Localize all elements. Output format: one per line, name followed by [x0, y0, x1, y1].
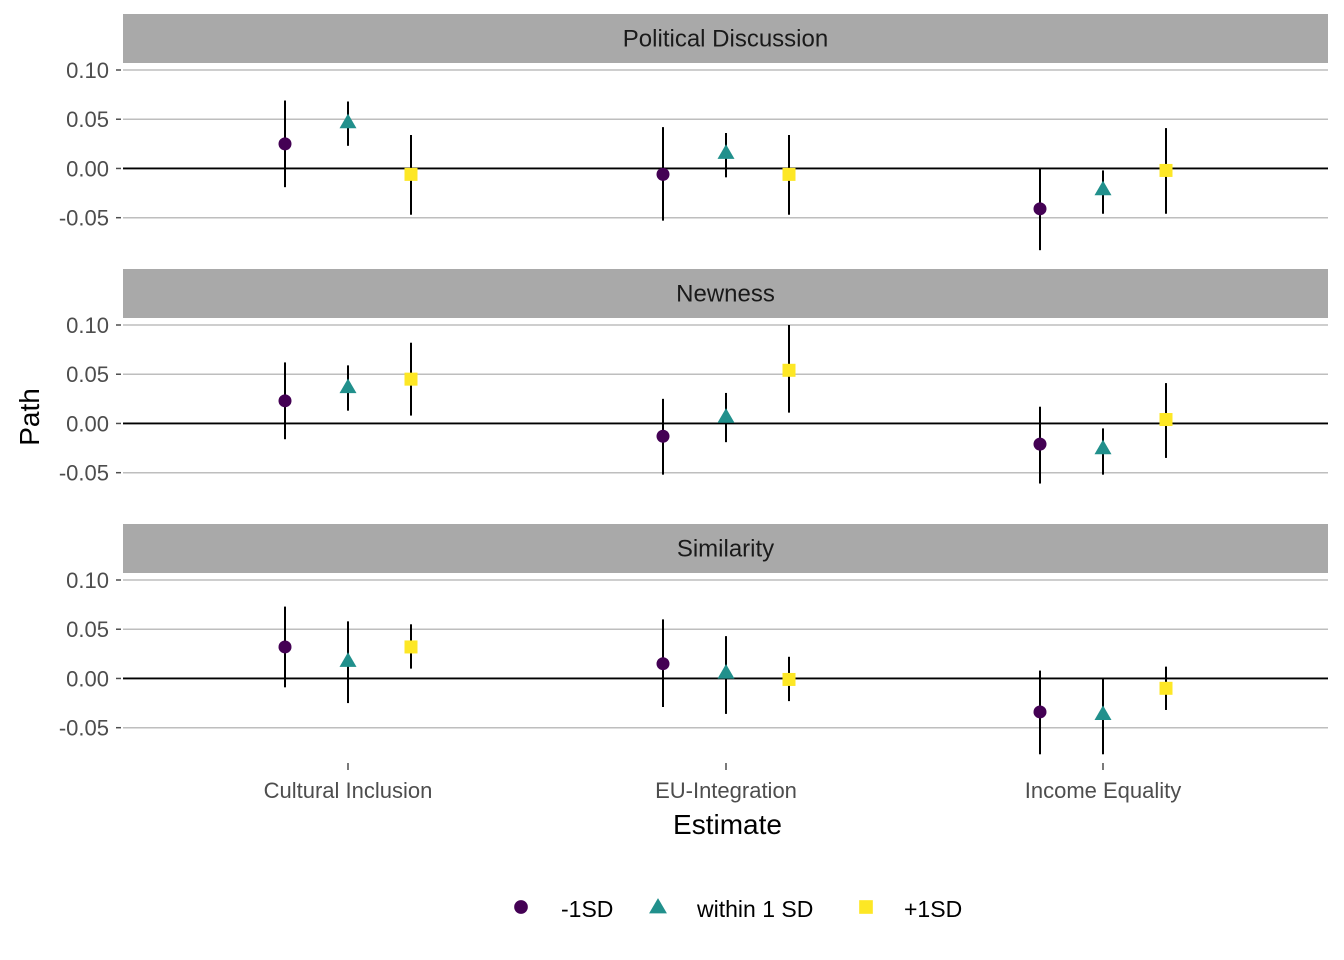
data-point-low	[656, 429, 670, 443]
data-point-low	[1033, 705, 1047, 719]
data-point-high	[404, 640, 418, 654]
facet-newness: Newness 0.10 0.05 0.00 -0.05	[59, 269, 1328, 486]
data-point-low	[1033, 202, 1047, 216]
legend-item-low: -1SD	[514, 896, 613, 922]
x-tick-label: EU-Integration	[655, 778, 797, 803]
data-point-low	[1033, 437, 1047, 451]
x-tick-label: Income Equality	[1025, 778, 1182, 803]
data-point-low	[278, 394, 292, 408]
y-tick-label: -0.05	[59, 206, 109, 231]
facet-strip	[123, 14, 1328, 63]
legend-label: within 1 SD	[696, 896, 813, 922]
y-tick-label: 0.10	[66, 568, 109, 593]
data-point-mid	[1094, 439, 1112, 455]
facet-strip-label: Newness	[676, 281, 775, 308]
data-point-mid	[1094, 705, 1112, 721]
data-point-mid	[339, 378, 357, 394]
data-point-mid	[717, 144, 735, 159]
legend-key-triangle	[649, 898, 667, 914]
facet-strip	[123, 269, 1328, 318]
data-point-high	[782, 672, 796, 686]
data-point-high	[1159, 413, 1173, 427]
x-axis: Cultural Inclusion EU-Integration Income E…	[264, 763, 1182, 803]
facet-strip	[123, 524, 1328, 573]
legend-key-circle	[514, 900, 528, 914]
data-point-high	[404, 167, 418, 181]
y-tick-label: -0.05	[59, 461, 109, 486]
legend-item-high: +1SD	[859, 896, 962, 922]
y-tick-label: 0.05	[66, 107, 109, 132]
y-tick-label: 0.10	[66, 313, 109, 338]
facet-political-discussion: Political Discussion 0.10 0.05 0.00 -0.05	[59, 14, 1328, 251]
data-point-low	[278, 137, 292, 151]
data-point-mid	[717, 408, 735, 423]
y-axis-title: Path	[14, 388, 45, 446]
data-point-low	[656, 167, 670, 181]
y-tick-label: 0.00	[66, 666, 109, 691]
y-tick-label: 0.00	[66, 156, 109, 181]
y-tick-label: 0.05	[66, 617, 109, 642]
data-point-high	[404, 372, 418, 386]
data-point-high	[782, 167, 796, 181]
data-point-high	[782, 363, 796, 377]
facet-strip-label: Political Discussion	[623, 26, 828, 53]
legend: -1SD within 1 SD +1SD	[514, 896, 962, 922]
facet-similarity: Similarity 0.10 0.05 0.00 -0.05	[59, 524, 1328, 755]
y-tick-label: 0.00	[66, 411, 109, 436]
legend-label: +1SD	[904, 896, 962, 922]
data-point-high	[1159, 681, 1173, 695]
data-point-low	[278, 640, 292, 654]
legend-label: -1SD	[561, 896, 613, 922]
y-tick-label: 0.05	[66, 362, 109, 387]
facet-strip-label: Similarity	[677, 536, 774, 563]
x-tick-label: Cultural Inclusion	[264, 778, 433, 803]
facet-panels: Political Discussion0.100.050.00-0.05New…	[59, 14, 1328, 755]
data-point-mid	[1094, 180, 1112, 196]
x-axis-title: Estimate	[673, 809, 782, 840]
legend-key-square	[859, 900, 873, 914]
data-point-mid	[339, 113, 357, 129]
y-tick-label: 0.10	[66, 58, 109, 83]
data-point-mid	[339, 652, 357, 667]
y-tick-label: -0.05	[59, 716, 109, 741]
data-point-high	[1159, 163, 1173, 177]
data-point-mid	[717, 664, 735, 679]
data-point-low	[656, 657, 670, 671]
legend-item-mid: within 1 SD	[649, 896, 813, 922]
